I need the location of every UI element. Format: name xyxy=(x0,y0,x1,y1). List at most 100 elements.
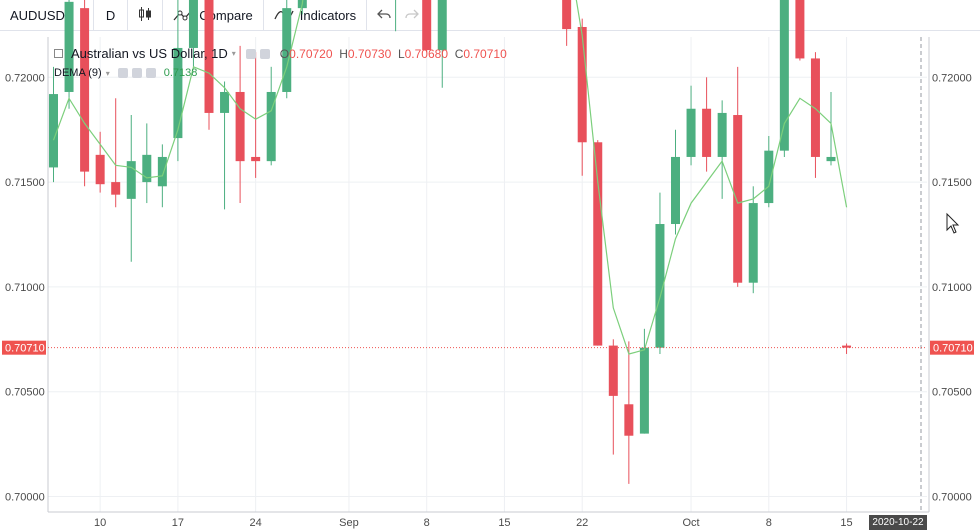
candle xyxy=(842,343,852,354)
candle-body xyxy=(95,154,105,185)
candle xyxy=(810,52,820,178)
y-tick-label-right: 0.71500 xyxy=(932,177,972,189)
candle-body xyxy=(49,94,58,168)
candle xyxy=(593,140,603,346)
candle-body xyxy=(733,115,743,283)
candle-body xyxy=(220,91,230,113)
top-toolbar: AUDUSD D Compare Indicators xyxy=(0,0,980,31)
chart-style-button[interactable] xyxy=(128,0,164,31)
y-tick-label-left: 0.71000 xyxy=(5,282,45,294)
interval-button[interactable]: D xyxy=(94,0,129,31)
candle xyxy=(764,135,774,208)
x-tick-label: Sep xyxy=(339,517,359,529)
redo-icon[interactable] xyxy=(405,8,420,23)
last-price-label-right-bg xyxy=(930,340,974,355)
low-label: L xyxy=(397,46,405,61)
x-tick-label: 22 xyxy=(576,517,588,529)
undo-redo-group xyxy=(367,0,429,31)
indicator-visibility-icon[interactable] xyxy=(117,68,128,78)
x-tick-label: 17 xyxy=(172,517,184,529)
candle-body xyxy=(748,203,758,283)
candle xyxy=(95,131,105,193)
indicators-label: Indicators xyxy=(299,7,357,23)
candle xyxy=(671,129,680,235)
candle xyxy=(624,341,634,484)
low-value: 0.70680 xyxy=(404,46,449,61)
candle-body xyxy=(593,142,603,346)
last-price-label-left: 0.70710 xyxy=(5,343,45,355)
y-tick-label-left: 0.72000 xyxy=(5,72,45,84)
undo-icon[interactable] xyxy=(377,8,391,23)
candle-body xyxy=(842,345,852,348)
candle xyxy=(826,91,836,166)
candle-body xyxy=(142,154,152,183)
candle-body xyxy=(266,91,276,162)
candle-body xyxy=(608,345,618,396)
x-tick-label: 8 xyxy=(424,517,430,529)
last-price-label-left-bg xyxy=(2,340,46,355)
candle xyxy=(251,52,261,178)
candle-body xyxy=(671,156,680,225)
last-price-label-right: 0.70710 xyxy=(933,343,973,355)
candle xyxy=(608,339,618,455)
candle-body xyxy=(826,156,836,162)
indicators-icon xyxy=(274,8,294,22)
settings-icon[interactable] xyxy=(259,48,270,59)
y-tick-label-left: 0.70000 xyxy=(5,492,45,504)
candle xyxy=(686,85,696,166)
open-value: 0.70720 xyxy=(289,46,333,61)
indicator-settings-icon[interactable] xyxy=(131,68,142,78)
candle xyxy=(733,66,743,287)
indicator-value: 0.7138 xyxy=(163,67,198,79)
candle-body xyxy=(577,26,587,143)
compare-button[interactable]: Compare xyxy=(163,0,264,31)
candle xyxy=(220,81,230,210)
close-value: 0.70710 xyxy=(463,46,507,61)
compare-label: Compare xyxy=(199,7,253,23)
ohlc-values: O0.70720 H0.70730 L0.70680 C0.70710 xyxy=(280,47,507,61)
candle xyxy=(702,77,712,172)
candle-body xyxy=(126,161,136,199)
indicator-remove-icon[interactable] xyxy=(145,68,156,78)
plot-area xyxy=(48,37,927,512)
x-tick-label: 10 xyxy=(94,517,106,529)
visibility-icon[interactable] xyxy=(245,48,256,59)
title-dropdown-icon[interactable]: ▾ xyxy=(231,49,236,58)
chart-legend: Australian vs US Dollar, 1D ▾ O0.70720 H… xyxy=(54,46,507,61)
y-tick-label-right: 0.72000 xyxy=(932,72,972,84)
x-tick-label: 15 xyxy=(498,517,510,529)
x-tick-label: 8 xyxy=(766,517,772,529)
interval-label: D xyxy=(105,7,116,23)
candle-body xyxy=(173,47,183,139)
x-tick-label: Oct xyxy=(682,517,699,529)
candle xyxy=(126,115,136,262)
candle xyxy=(111,98,121,208)
open-label: O xyxy=(279,46,290,61)
x-tick-label: 15 xyxy=(840,517,852,529)
candle-body xyxy=(717,112,727,157)
indicator-legend: DEMA (9) ▾ 0.7138 xyxy=(54,67,197,79)
indicator-name[interactable]: DEMA (9) xyxy=(54,67,102,79)
candle xyxy=(577,18,587,176)
compare-icon xyxy=(173,7,193,23)
indicator-dropdown-icon[interactable]: ▾ xyxy=(105,68,110,78)
y-tick-label-right: 0.71000 xyxy=(932,282,972,294)
candle xyxy=(49,66,58,183)
crosshair-date-label: 2020-10-22 xyxy=(869,515,927,530)
close-label: C xyxy=(454,46,464,61)
high-value: 0.70730 xyxy=(347,46,392,61)
candle xyxy=(655,192,665,354)
symbol-search[interactable]: AUDUSD xyxy=(0,0,94,31)
collapse-legend-icon[interactable] xyxy=(54,49,63,58)
candles-icon xyxy=(138,6,152,25)
indicators-button[interactable]: Indicators xyxy=(264,0,368,31)
candle-body xyxy=(235,91,245,162)
candle xyxy=(748,186,758,294)
candle-body xyxy=(810,58,820,157)
candle-body xyxy=(686,108,696,157)
candle xyxy=(235,45,245,204)
y-tick-label-right: 0.70500 xyxy=(932,387,972,399)
y-tick-label-right: 0.70000 xyxy=(932,492,972,504)
candle-body xyxy=(111,182,121,195)
